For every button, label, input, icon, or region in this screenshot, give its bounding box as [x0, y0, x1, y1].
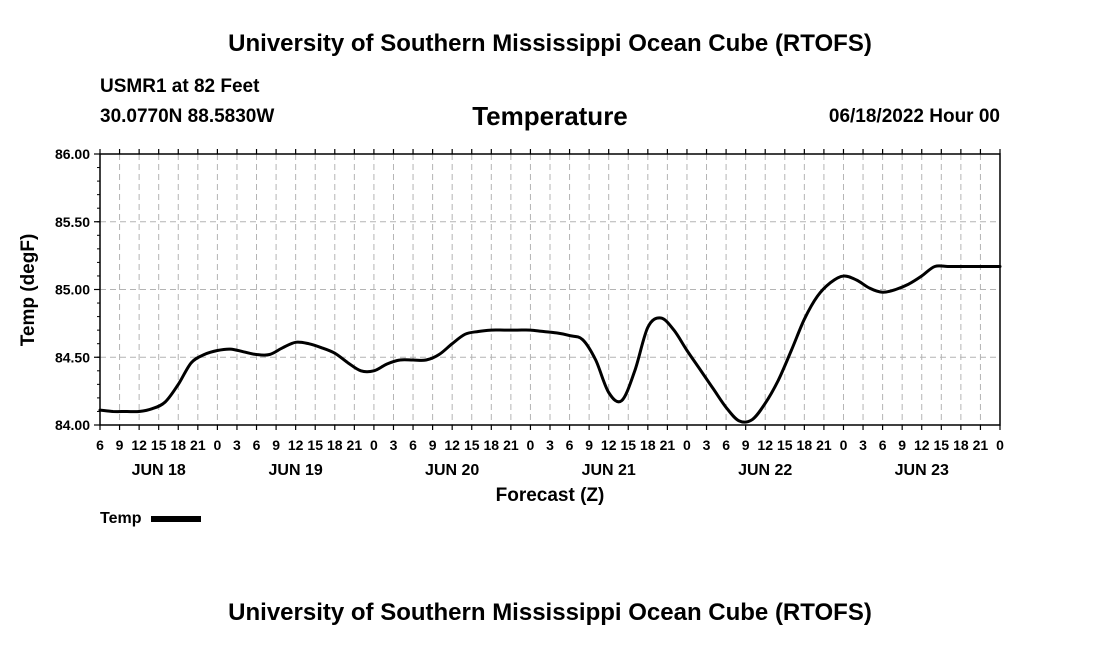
run-time: 06/18/2022 Hour 00 [828, 106, 1000, 127]
legend-label-temp: Temp [100, 510, 142, 527]
x-hour-label: 12 [131, 437, 147, 453]
x-hour-label: 0 [683, 437, 691, 453]
x-hour-label: 0 [527, 437, 535, 453]
day-label: JUN 19 [269, 462, 323, 479]
y-tick-label: 85.00 [55, 282, 90, 298]
footer-title: University of Southern Mississippi Ocean… [228, 599, 872, 626]
x-hour-label: 3 [859, 437, 867, 453]
x-hour-label: 6 [96, 437, 104, 453]
chart-title: Temperature [472, 101, 628, 131]
x-hour-label: 18 [640, 437, 656, 453]
x-hour-label: 9 [116, 437, 124, 453]
x-hour-label: 18 [327, 437, 343, 453]
x-hour-label: 0 [370, 437, 378, 453]
x-axis-tick-labels: 6 9 12 15 18 21 0 3 6 9 12 15 18 21 0 3 6 9 12 15 18 21 0 3 6 9 12… [96, 437, 1004, 453]
x-hour-label: 21 [347, 437, 363, 453]
x-hour-label: 6 [722, 437, 730, 453]
x-hour-label: 12 [757, 437, 773, 453]
grid-lines [99, 153, 1001, 426]
x-hour-label: 12 [444, 437, 460, 453]
x-hour-label: 15 [620, 437, 636, 453]
x-hour-label: 3 [390, 437, 398, 453]
y-tick-label: 85.50 [55, 214, 90, 230]
station-coordinates: 30.0770N 88.5830W [100, 106, 275, 127]
day-labels: JUN 18 JUN 19 JUN 20 JUN 21 JUN 22 JUN 23 [132, 462, 949, 479]
x-hour-label: 18 [797, 437, 813, 453]
x-hour-label: 21 [660, 437, 676, 453]
series-line-temp [98, 264, 1002, 424]
y-tick-label: 86.00 [55, 146, 90, 162]
x-hour-label: 0 [840, 437, 848, 453]
x-hour-label: 9 [742, 437, 750, 453]
x-hour-label: 9 [429, 437, 437, 453]
legend: Temp [100, 510, 202, 528]
x-hour-label: 15 [934, 437, 950, 453]
x-hour-label: 0 [213, 437, 221, 453]
x-hour-label: 12 [601, 437, 617, 453]
x-hour-label: 6 [253, 437, 261, 453]
y-tick-label: 84.00 [55, 417, 90, 433]
y-axis-tick-labels: 84.00 84.50 85.00 85.50 86.00 [55, 146, 90, 433]
x-hour-label: 18 [170, 437, 186, 453]
x-hour-label: 21 [190, 437, 206, 453]
x-hour-label: 15 [464, 437, 480, 453]
main-title: University of Southern Mississippi Ocean… [228, 30, 872, 57]
day-label: JUN 22 [738, 462, 792, 479]
x-hour-label: 21 [816, 437, 832, 453]
x-hour-label: 12 [288, 437, 304, 453]
x-hour-label: 3 [703, 437, 711, 453]
y-axis-label: Temp (degF) [18, 234, 39, 347]
x-axis-label: Forecast (Z) [496, 485, 605, 506]
x-hour-label: 9 [585, 437, 593, 453]
x-hour-label: 18 [484, 437, 500, 453]
x-hour-label: 0 [996, 437, 1004, 453]
legend-swatch-temp [151, 516, 202, 522]
x-hour-label: 3 [546, 437, 554, 453]
x-hour-label: 15 [307, 437, 323, 453]
x-hour-label: 21 [503, 437, 519, 453]
x-hour-label: 6 [566, 437, 574, 453]
x-hour-label: 21 [973, 437, 989, 453]
x-hour-label: 18 [953, 437, 969, 453]
x-hour-label: 9 [272, 437, 280, 453]
x-hour-label: 3 [233, 437, 241, 453]
day-label: JUN 23 [895, 462, 949, 479]
day-label: JUN 21 [582, 462, 636, 479]
axis-ticks [94, 149, 1001, 430]
x-hour-label: 9 [898, 437, 906, 453]
x-hour-label: 15 [777, 437, 793, 453]
day-label: JUN 20 [425, 462, 479, 479]
day-label: JUN 18 [132, 462, 186, 479]
y-tick-label: 84.50 [55, 349, 90, 365]
x-hour-label: 6 [879, 437, 887, 453]
x-hour-label: 6 [409, 437, 417, 453]
x-hour-label: 12 [914, 437, 930, 453]
x-hour-label: 15 [151, 437, 167, 453]
station-name: USMR1 at 82 Feet [100, 76, 260, 97]
